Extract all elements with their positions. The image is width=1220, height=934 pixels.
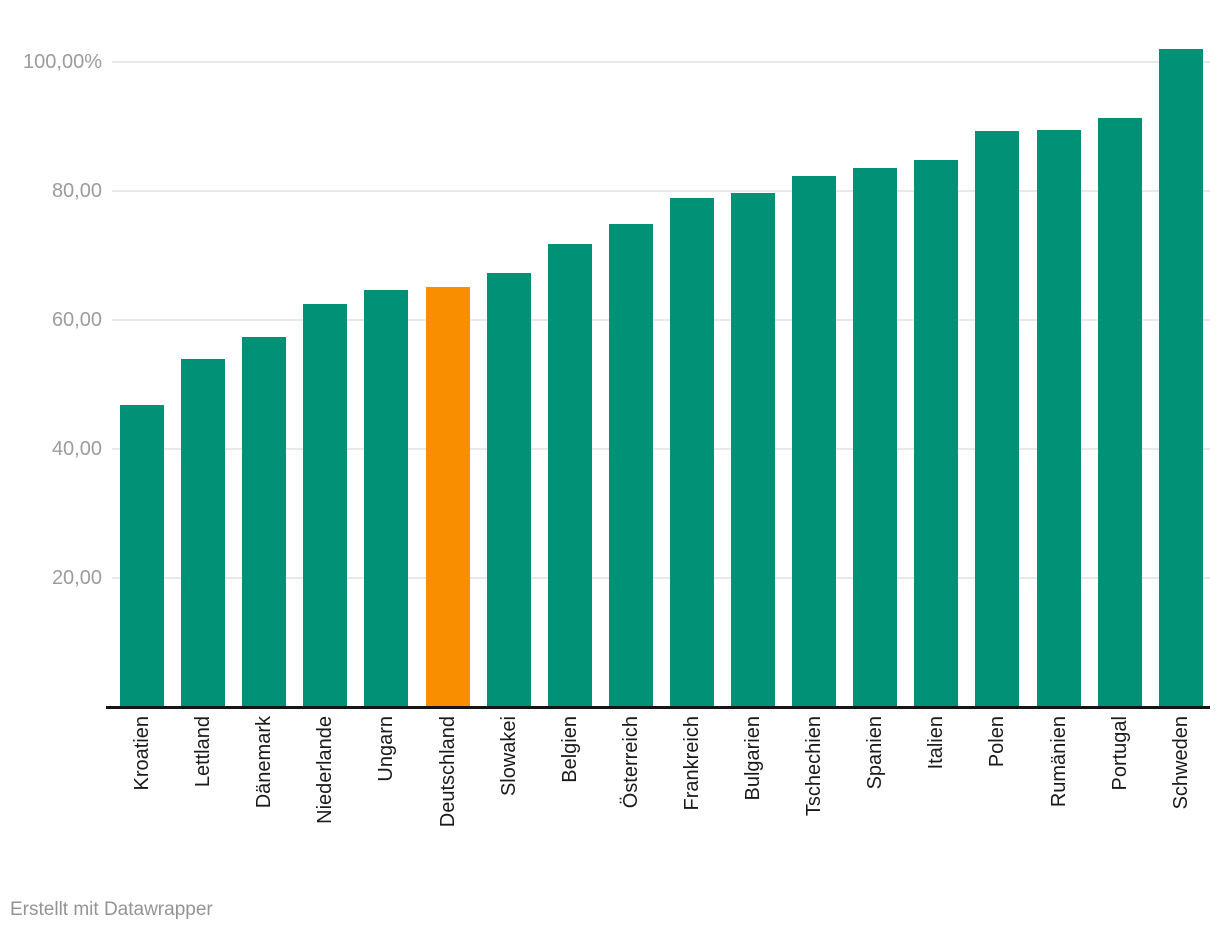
bar-deutschland[interactable] [425, 287, 470, 707]
x-axis-label-niederlande: Niederlande [314, 716, 337, 824]
bar-belgien[interactable] [547, 243, 592, 707]
bar-polen[interactable] [975, 131, 1020, 707]
x-axis-label-lettland: Lettland [192, 716, 215, 788]
y-axis-tick-label: 80,00 [51, 179, 102, 202]
bar-slowakei[interactable] [486, 272, 531, 707]
bar-schweden[interactable] [1158, 48, 1203, 707]
bar-spanien[interactable] [853, 168, 898, 707]
x-axis-label-polen: Polen [986, 716, 1009, 768]
bar-italien[interactable] [914, 159, 959, 707]
x-axis-label-frankreich: Frankreich [680, 716, 703, 811]
attribution: Erstellt mit Datawrapper [10, 899, 213, 921]
x-axis-label-schweden: Schweden [1169, 716, 1192, 810]
x-axis-label-rumänien: Rumänien [1047, 716, 1070, 808]
gridline-40 [112, 447, 1210, 450]
gridline-60 [112, 318, 1210, 321]
bar-lettland[interactable] [181, 359, 226, 707]
bar-frankreich[interactable] [669, 197, 714, 707]
bar-portugal[interactable] [1097, 118, 1142, 707]
x-axis-label-bulgarien: Bulgarien [742, 716, 764, 801]
x-axis-label-österreich: Österreich [619, 716, 642, 809]
bar-ungarn[interactable] [364, 290, 409, 707]
x-axis-baseline [106, 706, 1210, 709]
attribution-prefix: Erstellt mit [10, 899, 104, 920]
gridline-80 [112, 189, 1210, 192]
bar-bulgarien[interactable] [731, 192, 775, 707]
x-axis-label-italien: Italien [925, 716, 948, 770]
bar-tschechien[interactable] [792, 176, 837, 707]
x-axis-label-ungarn: Ungarn [375, 716, 398, 782]
x-axis-label-slowakei: Slowakei [497, 716, 520, 797]
y-axis-tick-label: 100,00% [23, 50, 102, 73]
x-axis-label-dänemark: Dänemark [253, 716, 276, 809]
y-axis-tick-label: 20,00 [51, 566, 102, 589]
gridline-100 [112, 60, 1210, 63]
bar-rumänien[interactable] [1036, 129, 1081, 707]
x-axis-label-kroatien: Kroatien [131, 716, 153, 791]
bar-dänemark[interactable] [242, 337, 287, 707]
bar-österreich[interactable] [608, 224, 653, 707]
y-axis-tick-label: 60,00 [51, 308, 102, 331]
y-axis-tick-label: 40,00 [51, 437, 102, 460]
bar-kroatien[interactable] [120, 404, 164, 707]
gridline-20 [112, 576, 1210, 579]
x-axis-label-spanien: Spanien [864, 716, 887, 790]
x-axis-label-tschechien: Tschechien [803, 716, 826, 817]
x-axis-label-deutschland: Deutschland [436, 716, 459, 828]
x-axis-label-portugal: Portugal [1108, 716, 1131, 791]
x-axis-label-belgien: Belgien [558, 716, 581, 783]
datawrapper-link[interactable]: Datawrapper [103, 899, 213, 920]
bar-niederlande[interactable] [303, 304, 348, 707]
